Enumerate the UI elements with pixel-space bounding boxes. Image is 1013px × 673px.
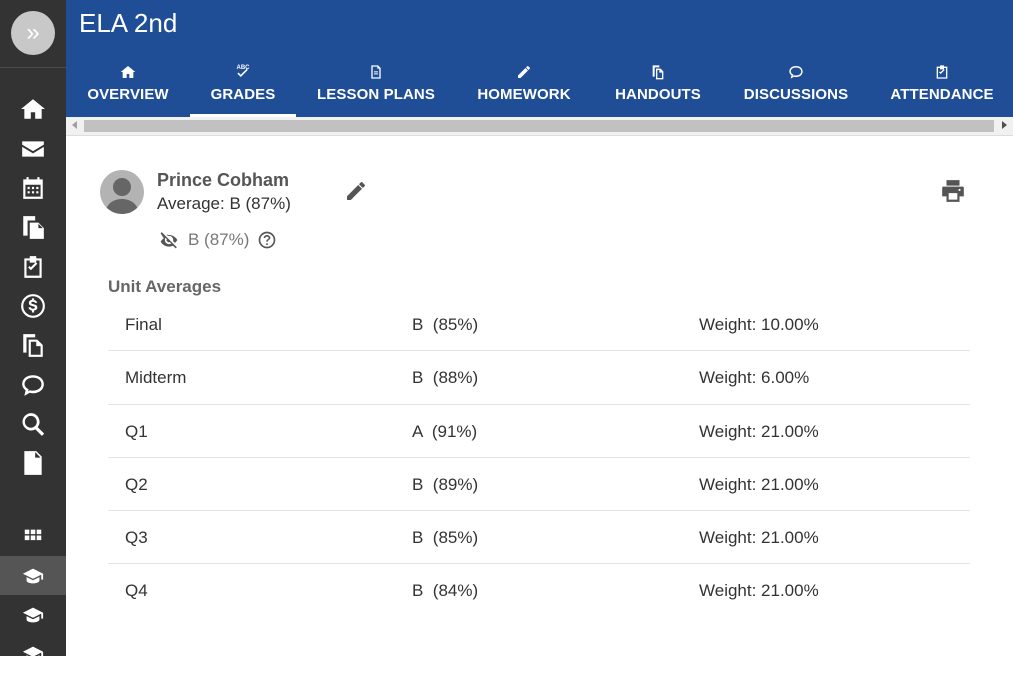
active-tab-indicator	[190, 114, 296, 117]
tab-label: GRADES	[210, 86, 276, 103]
clipboard-check-icon	[24, 255, 42, 278]
tab-label: HOMEWORK	[477, 86, 571, 103]
tab-homework[interactable]: HOMEWORK	[470, 58, 578, 117]
graduation-cap-icon	[22, 646, 44, 661]
unit-weight: Weight: 21.00%	[699, 474, 819, 494]
scroll-left-arrow[interactable]	[72, 121, 77, 129]
search-icon	[22, 412, 45, 436]
scroll-right-arrow[interactable]	[1002, 121, 1007, 129]
pencil-icon	[347, 182, 365, 200]
home-icon	[21, 98, 45, 119]
sidebar-item-mail[interactable]	[0, 129, 66, 168]
copy-icon	[652, 65, 664, 80]
unit-name: Q4	[125, 581, 148, 601]
sidebar-divider	[0, 67, 66, 68]
unit-weight: Weight: 6.00%	[699, 368, 810, 388]
mail-icon	[22, 140, 44, 157]
tab-grades[interactable]: ABC GRADES	[190, 58, 296, 117]
unit-name: Q1	[125, 421, 148, 441]
unit-grade: B (88%)	[412, 368, 479, 388]
copy-icon	[23, 333, 43, 357]
documents-icon	[23, 215, 44, 239]
unit-weight: Weight: 21.00%	[699, 421, 819, 441]
student-name: Prince Cobham	[157, 170, 290, 190]
chat-icon	[22, 374, 44, 396]
tab-discussions[interactable]: DISCUSSIONS	[742, 58, 850, 117]
tab-label: ATTENDANCE	[890, 86, 994, 103]
svg-text:ABC: ABC	[237, 65, 251, 71]
file-text-icon	[24, 450, 42, 475]
unit-grade: B (85%)	[412, 528, 479, 548]
sidebar-item-tasks[interactable]	[0, 247, 66, 286]
table-row: Midterm B (88%) Weight: 6.00%	[108, 351, 970, 405]
graduation-cap-icon	[22, 607, 44, 622]
edit-grade-button[interactable]	[344, 179, 368, 203]
grades-icon: ABC	[237, 65, 251, 77]
sidebar-item-class-1[interactable]	[0, 556, 66, 595]
sidebar: »	[0, 0, 66, 661]
table-row: Q4 B (84%) Weight: 21.00%	[108, 564, 970, 617]
sidebar-item-discussions[interactable]	[0, 365, 66, 404]
tab-label: HANDOUTS	[615, 86, 701, 103]
pencil-icon	[518, 66, 530, 78]
scrollbar-thumb[interactable]	[84, 120, 994, 132]
dollar-icon	[21, 293, 45, 318]
graduation-cap-icon	[22, 568, 44, 583]
course-title: ELA 2nd	[79, 8, 178, 38]
unit-weight: Weight: 10.00%	[699, 315, 819, 334]
sidebar-item-payments[interactable]	[0, 286, 66, 325]
sidebar-item-search[interactable]	[0, 404, 66, 443]
unit-weight: Weight: 21.00%	[699, 528, 819, 548]
unit-grade: A (91%)	[412, 421, 478, 441]
grid-icon	[24, 529, 42, 540]
tab-label: DISCUSSIONS	[743, 86, 849, 103]
user-avatar-icon	[105, 178, 139, 214]
tab-label: OVERVIEW	[87, 86, 169, 103]
table-row: Q1 A (91%) Weight: 21.00%	[108, 405, 970, 458]
chat-icon	[789, 66, 803, 79]
tab-handouts[interactable]: HANDOUTS	[612, 58, 704, 117]
unit-name: Q3	[125, 528, 148, 548]
sidebar-item-documents[interactable]	[0, 207, 66, 246]
sidebar-item-handouts[interactable]	[0, 325, 66, 364]
sidebar-item-home[interactable]	[0, 89, 66, 128]
table-row: Final B (85%) Weight: 10.00%	[108, 298, 970, 352]
tab-attendance[interactable]: ATTENDANCE	[890, 58, 994, 117]
sidebar-item-files[interactable]	[0, 443, 66, 482]
document-icon	[371, 65, 381, 79]
eye-off-icon	[160, 232, 178, 249]
sidebar-item-calendar[interactable]	[0, 168, 66, 207]
unit-grade: B (84%)	[412, 581, 479, 601]
hidden-grade-row: B (87%)	[159, 230, 277, 250]
unit-name: Q2	[125, 474, 148, 494]
unit-grade: B (89%)	[412, 474, 479, 494]
student-average: Average: B (87%)	[157, 194, 291, 213]
unit-name: Final	[125, 315, 162, 334]
avatar	[100, 170, 144, 214]
sidebar-item-class-2[interactable]	[0, 595, 66, 634]
table-row: Q3 B (85%) Weight: 21.00%	[108, 511, 970, 565]
tabs-scrollbar[interactable]	[66, 117, 1013, 136]
course-header: ELA 2nd OVERVIEW ABC GRADES LESSON PLANS…	[66, 0, 1013, 117]
hidden-grade-value: B (87%)	[188, 230, 250, 249]
help-icon[interactable]	[257, 230, 277, 250]
sidebar-item-class-3[interactable]	[0, 634, 66, 673]
unit-weight: Weight: 21.00%	[699, 581, 819, 601]
home-icon	[120, 66, 136, 78]
tab-lesson-plans[interactable]: LESSON PLANS	[316, 58, 436, 117]
print-button[interactable]	[940, 178, 966, 204]
unit-name: Midterm	[125, 368, 187, 388]
unit-averages-table: Final B (85%) Weight: 10.00% Midterm B (…	[108, 298, 970, 618]
tab-label: LESSON PLANS	[317, 86, 435, 103]
unit-grade: B (85%)	[412, 315, 479, 334]
calendar-icon	[23, 176, 43, 199]
print-icon	[942, 180, 964, 202]
expand-sidebar-button[interactable]: »	[11, 11, 55, 55]
clipboard-check-icon	[936, 65, 948, 79]
table-row: Q2 B (89%) Weight: 21.00%	[108, 458, 970, 512]
sidebar-item-apps[interactable]	[0, 516, 66, 555]
tab-overview[interactable]: OVERVIEW	[78, 58, 178, 117]
unit-averages-heading: Unit Averages	[108, 277, 222, 296]
